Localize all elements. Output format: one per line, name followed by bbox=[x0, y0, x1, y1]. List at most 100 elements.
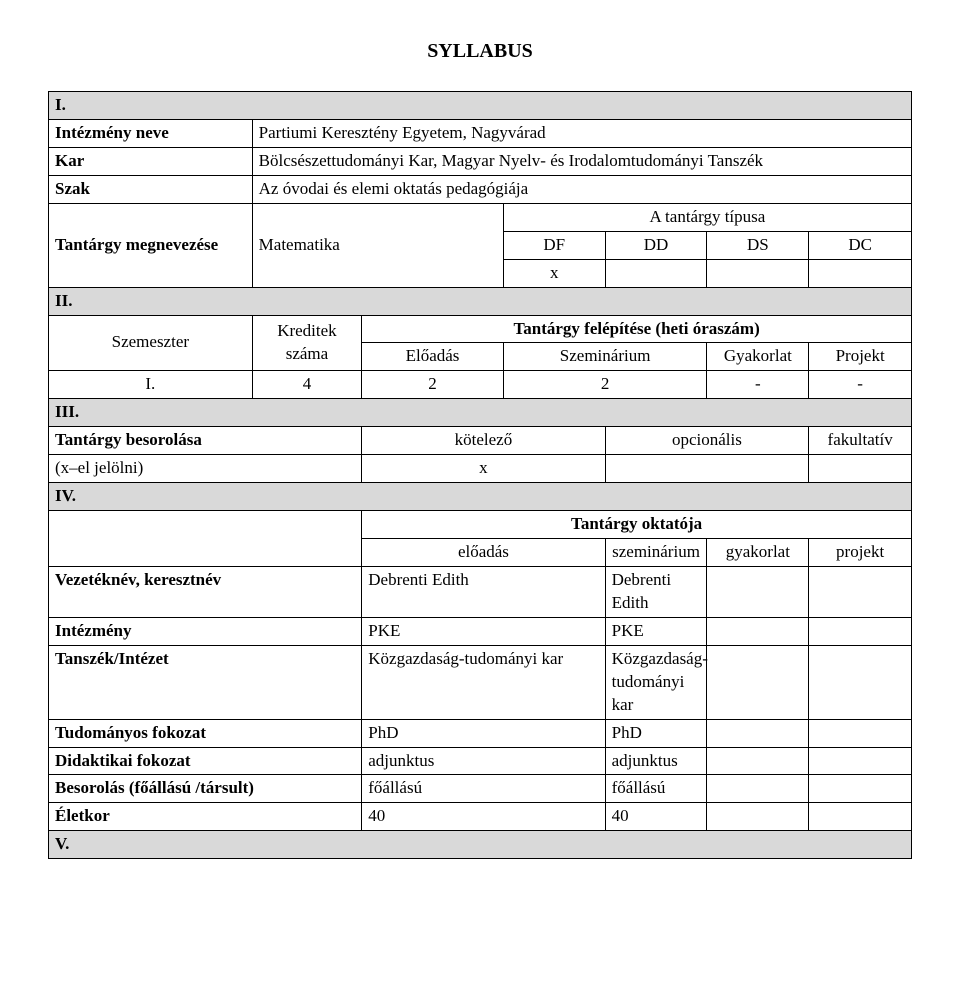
besorolas-label: Tantárgy besorolása bbox=[49, 427, 362, 455]
col-gyakorlat-4: gyakorlat bbox=[707, 539, 809, 567]
row-tudomanyos: Tudományos fokozat PhD PhD bbox=[49, 719, 912, 747]
val-szak: Az óvodai és elemi oktatás pedagógiája bbox=[252, 175, 911, 203]
val-tanszek-a: Közgazdaság-tudományi kar bbox=[362, 645, 605, 719]
val-besorolas-c bbox=[707, 775, 809, 803]
section-3-header: III. bbox=[49, 399, 912, 427]
row-vezeteknev: Vezetéknév, keresztnév Debrenti Edith De… bbox=[49, 566, 912, 617]
section-5-header: V. bbox=[49, 831, 912, 859]
val-gyakorlat: - bbox=[707, 371, 809, 399]
val-eletkor-d bbox=[809, 803, 912, 831]
section-1-header: I. bbox=[49, 92, 912, 120]
val-intezmeny-c bbox=[707, 617, 809, 645]
val-eloadas: 2 bbox=[362, 371, 504, 399]
mark-kotelezo: x bbox=[362, 455, 605, 483]
opt-fakultativ: fakultatív bbox=[809, 427, 912, 455]
label-szak: Szak bbox=[49, 175, 253, 203]
val-vezeteknev-b: Debrenti Edith bbox=[605, 566, 707, 617]
tipus-col-dc: DC bbox=[809, 231, 912, 259]
val-didaktikai-d bbox=[809, 747, 912, 775]
row-tanszek: Tanszék/Intézet Közgazdaság-tudományi ka… bbox=[49, 645, 912, 719]
label-kar: Kar bbox=[49, 147, 253, 175]
label-tanszek: Tanszék/Intézet bbox=[49, 645, 362, 719]
val-projekt: - bbox=[809, 371, 912, 399]
row-kar: Kar Bölcsészettudományi Kar, Magyar Nyel… bbox=[49, 147, 912, 175]
mark-fakultativ bbox=[809, 455, 912, 483]
val-besorolas-d bbox=[809, 775, 912, 803]
col-eloadas-4: előadás bbox=[362, 539, 605, 567]
section-4-header: IV. bbox=[49, 483, 912, 511]
section-3-num: III. bbox=[49, 399, 912, 427]
tipus-mark-ds bbox=[707, 259, 809, 287]
row-szak: Szak Az óvodai és elemi oktatás pedagógi… bbox=[49, 175, 912, 203]
val-tanszek-d bbox=[809, 645, 912, 719]
val-tudomanyos-b: PhD bbox=[605, 719, 707, 747]
row-intezmeny: Intézmény neve Partiumi Keresztény Egyet… bbox=[49, 119, 912, 147]
tipus-mark-dd bbox=[605, 259, 707, 287]
val-intezmeny-d bbox=[809, 617, 912, 645]
syllabus-table: I. Intézmény neve Partiumi Keresztény Eg… bbox=[48, 91, 912, 859]
row-didaktikai: Didaktikai fokozat adjunktus adjunktus bbox=[49, 747, 912, 775]
label-intezmeny: Intézmény neve bbox=[49, 119, 253, 147]
val-vezeteknev-c bbox=[707, 566, 809, 617]
val-tanszek-c bbox=[707, 645, 809, 719]
val-besorolas-a: főállású bbox=[362, 775, 605, 803]
col-projekt-4: projekt bbox=[809, 539, 912, 567]
tipus-mark-df: x bbox=[503, 259, 605, 287]
row-tantargy-1: Tantárgy megnevezése Matematika A tantár… bbox=[49, 203, 912, 231]
tipus-col-df: DF bbox=[503, 231, 605, 259]
label-vezeteknev: Vezetéknév, keresztnév bbox=[49, 566, 362, 617]
tipus-col-ds: DS bbox=[707, 231, 809, 259]
val-vezeteknev-a: Debrenti Edith bbox=[362, 566, 605, 617]
label-eletkor: Életkor bbox=[49, 803, 362, 831]
val-eletkor-a: 40 bbox=[362, 803, 605, 831]
val-eletkor-c bbox=[707, 803, 809, 831]
section-1-num: I. bbox=[49, 92, 912, 120]
section-4-num: IV. bbox=[49, 483, 912, 511]
val-besorolas-b: főállású bbox=[605, 775, 707, 803]
row-eletkor: Életkor 40 40 bbox=[49, 803, 912, 831]
row-besorolas-2: (x–el jelölni) x bbox=[49, 455, 912, 483]
row-besorolas-foallasu: Besorolás (főállású /társult) főállású f… bbox=[49, 775, 912, 803]
val-intezmeny: Partiumi Keresztény Egyetem, Nagyvárad bbox=[252, 119, 911, 147]
val-tudomanyos-a: PhD bbox=[362, 719, 605, 747]
row-intezmeny-4: Intézmény PKE PKE bbox=[49, 617, 912, 645]
row-felepites-header: Szemeszter Kreditek száma Tantárgy felép… bbox=[49, 315, 912, 343]
tipus-header: A tantárgy típusa bbox=[503, 203, 911, 231]
label-didaktikai: Didaktikai fokozat bbox=[49, 747, 362, 775]
val-tantargy: Matematika bbox=[252, 203, 503, 287]
felepites-header: Tantárgy felépítése (heti óraszám) bbox=[362, 315, 912, 343]
val-tudomanyos-d bbox=[809, 719, 912, 747]
section-2-header: II. bbox=[49, 287, 912, 315]
val-didaktikai-a: adjunktus bbox=[362, 747, 605, 775]
section-5-num: V. bbox=[49, 831, 912, 859]
row-besorolas-1: Tantárgy besorolása kötelező opcionális … bbox=[49, 427, 912, 455]
val-intezmeny-a: PKE bbox=[362, 617, 605, 645]
val-intezmeny-b: PKE bbox=[605, 617, 707, 645]
jelolni-label: (x–el jelölni) bbox=[49, 455, 362, 483]
label-intezmeny-4: Intézmény bbox=[49, 617, 362, 645]
val-tudomanyos-c bbox=[707, 719, 809, 747]
row-felepites-data: I. 4 2 2 - - bbox=[49, 371, 912, 399]
val-didaktikai-c bbox=[707, 747, 809, 775]
col-szemeszter: Szemeszter bbox=[49, 315, 253, 371]
label-tantargy: Tantárgy megnevezése bbox=[49, 203, 253, 287]
col-projekt: Projekt bbox=[809, 343, 912, 371]
label-tudomanyos: Tudományos fokozat bbox=[49, 719, 362, 747]
col-szeminarium: Szeminárium bbox=[503, 343, 707, 371]
col-eloadas: Előadás bbox=[362, 343, 504, 371]
val-eletkor-b: 40 bbox=[605, 803, 707, 831]
row-oktatoja-header: Tantárgy oktatója bbox=[49, 511, 912, 539]
val-kar: Bölcsészettudományi Kar, Magyar Nyelv- é… bbox=[252, 147, 911, 175]
tipus-mark-dc bbox=[809, 259, 912, 287]
val-tanszek-b: Közgazdaság-tudományi kar bbox=[605, 645, 707, 719]
section-2-num: II. bbox=[49, 287, 912, 315]
oktatoja-blank bbox=[49, 511, 362, 567]
opt-opcionalis: opcionális bbox=[605, 427, 809, 455]
val-szeminarium: 2 bbox=[503, 371, 707, 399]
document-title: SYLLABUS bbox=[48, 40, 912, 63]
col-szeminarium-4: szeminárium bbox=[605, 539, 707, 567]
val-didaktikai-b: adjunktus bbox=[605, 747, 707, 775]
val-kreditek: 4 bbox=[252, 371, 362, 399]
opt-kotelezo: kötelező bbox=[362, 427, 605, 455]
mark-opcionalis bbox=[605, 455, 809, 483]
